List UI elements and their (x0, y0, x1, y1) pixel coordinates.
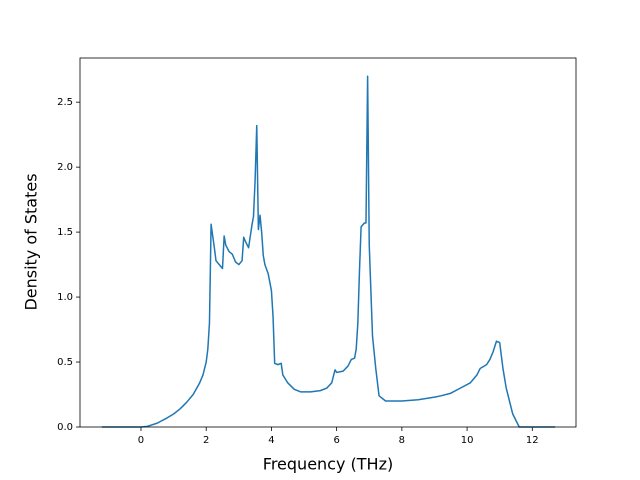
plot-frame (79, 57, 577, 428)
y-tick-label: 2.5 (57, 97, 73, 108)
x-axis-label: Frequency (THz) (263, 455, 393, 474)
x-tick-label: 8 (399, 435, 405, 446)
y-tick-label: 1.5 (57, 227, 73, 238)
y-tick-label: 0.0 (57, 422, 73, 433)
y-tick-label: 0.5 (57, 357, 73, 368)
y-tick-label: 1.0 (57, 292, 73, 303)
x-tick-label: 6 (333, 435, 339, 446)
line (101, 75, 556, 428)
x-tick-label: 12 (526, 435, 539, 446)
y-axis-label: Density of States (22, 173, 41, 310)
x-tick-label: 0 (138, 435, 144, 446)
x-tick-label: 2 (203, 435, 209, 446)
x-tick-label: 4 (268, 435, 274, 446)
y-tick-label: 2.0 (57, 162, 73, 173)
x-tick-label: 10 (461, 435, 474, 446)
